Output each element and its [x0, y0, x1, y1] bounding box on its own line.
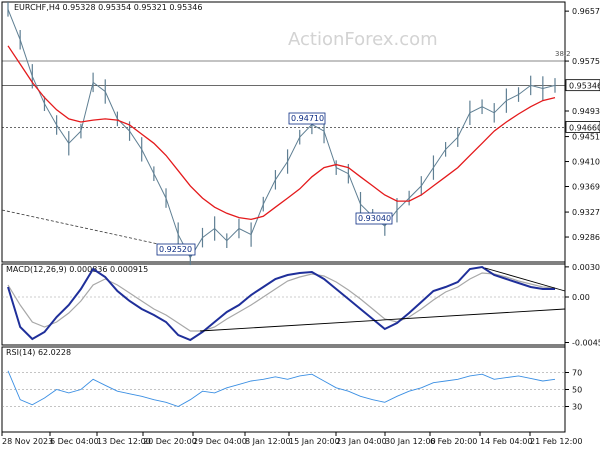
price-annotation-box [288, 112, 326, 125]
panel-frame [1, 1, 566, 263]
macd-resistance-trendline [484, 267, 566, 292]
macd-y-tick-label: 0.00 [572, 293, 590, 302]
macd-line [7, 265, 555, 342]
x-tick-label: 29 Dec 04:00 [193, 437, 247, 446]
fib-label: 38.2 [555, 50, 571, 58]
rsi-y-axis: 70 50 30 [565, 369, 582, 412]
level-label: 0.94660 [569, 123, 600, 132]
x-tick-label: 28 Nov 2023 [2, 437, 53, 446]
price-annotation-label: 0.92520 [159, 245, 192, 254]
x-tick-label: 6 Dec 04:00 [50, 437, 99, 446]
price-annotation-box [355, 212, 393, 225]
watermark-text: ActionForex.com [288, 29, 438, 50]
macd-title: MACD(12,26,9) 0.000836 0.000915 [6, 265, 148, 274]
x-tick-label: 20 Dec 20:00 [143, 437, 197, 446]
price-annotation-label: 0.94710 [291, 114, 324, 123]
x-tick-label: 8 Jan 12:00 [245, 437, 291, 446]
x-tick-label: 21 Feb 12:00 [530, 437, 582, 446]
rsi-line [7, 370, 556, 407]
price-annotation-label: 0.93040 [358, 214, 391, 223]
x-tick-label: 14 Feb 04:00 [480, 437, 532, 446]
rsi-title: RSI(14) 62.0228 [6, 348, 71, 357]
macd-y-axis: 0.003013 0.00 -0.00455 [565, 263, 600, 348]
macd-y-tick-label: -0.00455 [572, 339, 600, 348]
x-tick-label: 15 Jan 20:00 [289, 437, 340, 446]
annotations: 0.92520 0.94710 0.93040 [156, 112, 393, 256]
x-tick-label: 6 Feb 20:00 [430, 437, 477, 446]
moving-average-line [7, 45, 556, 221]
current-price-label: 0.95346 [569, 82, 600, 91]
price-title: EURCHF,H4 0.95328 0.95354 0.95321 0.9534… [14, 3, 202, 12]
price-trendline [1, 209, 196, 253]
macd-signal-line [7, 272, 556, 332]
macd-y-tick-label: 0.003013 [572, 263, 600, 272]
current-price-label-box [565, 79, 600, 92]
rsi-y-tick-label: 70 [572, 369, 582, 378]
chart-marks [1, 2, 566, 407]
x-tick-label: 30 Jan 12:00 [385, 437, 436, 446]
price-annotation-box [156, 243, 196, 256]
macd-support-trendline [199, 308, 566, 332]
x-tick-label: 13 Dec 12:00 [97, 437, 151, 446]
rsi-y-tick-label: 30 [572, 403, 582, 412]
level-label-box [565, 121, 600, 133]
x-tick-label: 23 Jan 04:00 [336, 437, 387, 446]
price-line [7, 9, 556, 259]
panel-frames [1, 1, 566, 433]
rsi-y-tick-label: 50 [572, 386, 582, 395]
